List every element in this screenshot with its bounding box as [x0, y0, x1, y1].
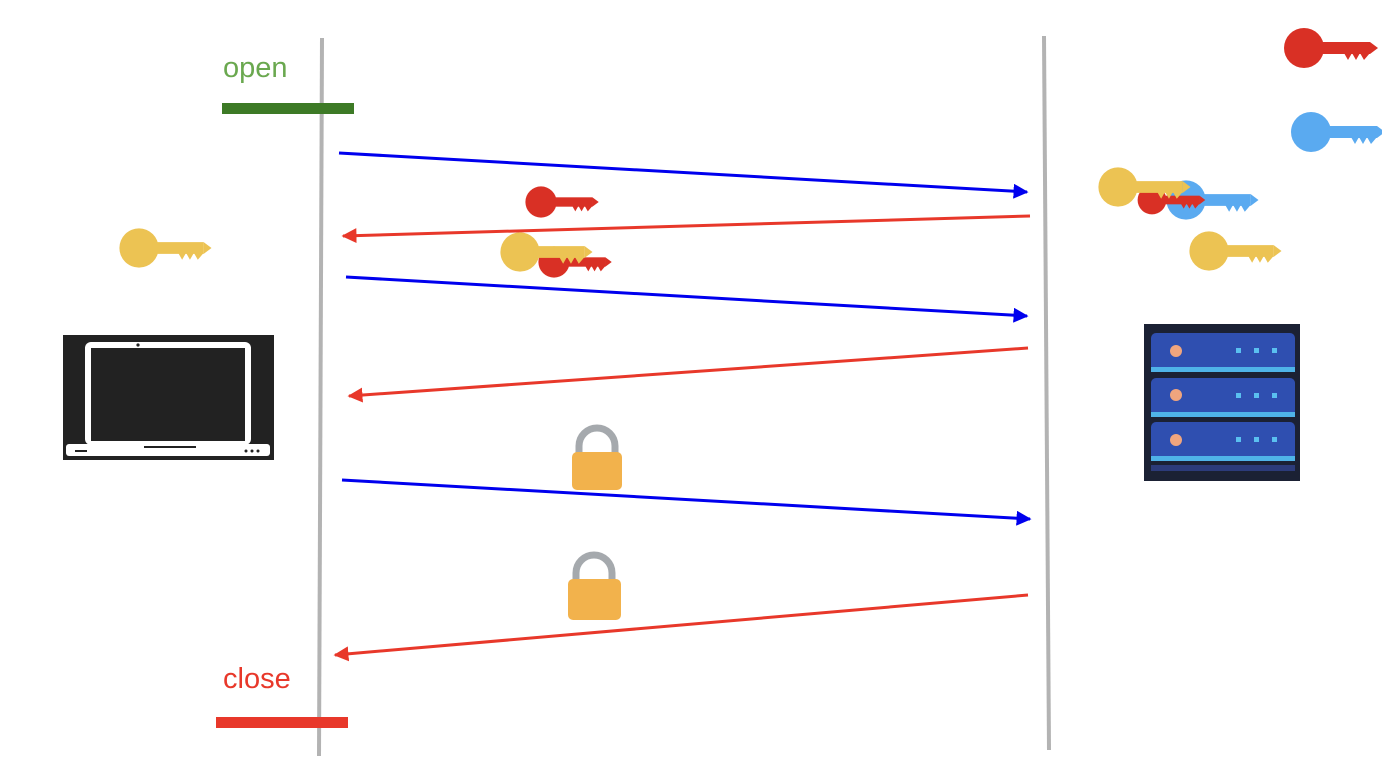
blue-key-icon [1291, 112, 1382, 152]
server-lifeline [1042, 35, 1051, 751]
red-key-icon [1284, 28, 1378, 68]
server-rack-icon [1144, 324, 1300, 481]
message-arrow-6 [333, 593, 1029, 662]
open-bar [222, 103, 354, 114]
close-bar [216, 717, 348, 728]
lock-icon [568, 551, 621, 620]
yellow-key-icon [1189, 231, 1282, 271]
client-lifeline [317, 37, 324, 757]
laptop-icon [63, 335, 274, 460]
lock-icon [572, 424, 622, 490]
message-arrow-4 [347, 346, 1029, 403]
message-arrow-5 [341, 478, 1032, 526]
open-label: open [223, 52, 288, 84]
message-arrow-1 [338, 151, 1029, 199]
close-label: close [223, 663, 291, 695]
yellow-key-icon [119, 228, 212, 268]
message-arrow-2 [341, 214, 1031, 244]
red-key-icon [525, 186, 599, 218]
message-arrow-3 [345, 275, 1029, 323]
